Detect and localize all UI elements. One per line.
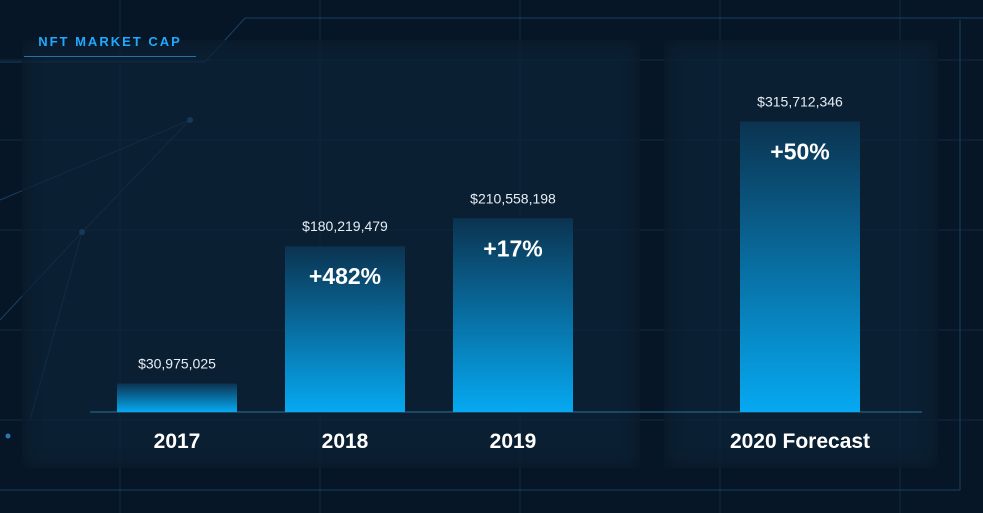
value-label-2: $210,558,198 bbox=[470, 190, 556, 206]
bar-1 bbox=[285, 246, 405, 412]
growth-label-2: +17% bbox=[483, 235, 542, 261]
category-label-1: 2018 bbox=[322, 430, 369, 453]
value-label-0: $30,975,025 bbox=[138, 356, 216, 372]
category-label-0: 2017 bbox=[154, 430, 201, 453]
growth-label-1: +482% bbox=[309, 263, 381, 289]
bar-0 bbox=[117, 383, 237, 412]
value-label-1: $180,219,479 bbox=[302, 218, 388, 234]
category-label-2: 2019 bbox=[490, 430, 537, 453]
bar-3 bbox=[740, 121, 860, 412]
bar-2 bbox=[453, 218, 573, 412]
growth-label-3: +50% bbox=[770, 139, 829, 165]
category-label-3: 2020 Forecast bbox=[730, 430, 870, 453]
value-label-3: $315,712,346 bbox=[757, 94, 843, 110]
chart-title: NFT MARKET CAP bbox=[24, 26, 196, 57]
